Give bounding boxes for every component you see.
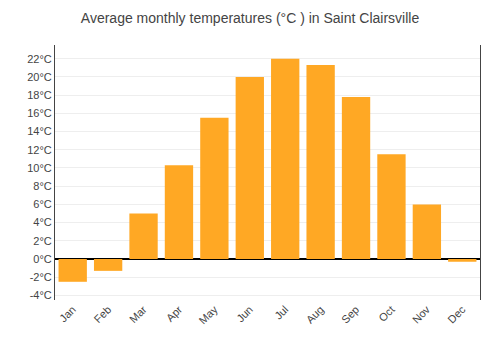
svg-text:Jan: Jan — [57, 303, 78, 324]
svg-text:May: May — [197, 303, 221, 327]
svg-text:Apr: Apr — [164, 303, 185, 324]
svg-text:Mar: Mar — [127, 303, 149, 325]
svg-text:Nov: Nov — [410, 303, 433, 326]
svg-text:Feb: Feb — [92, 303, 114, 325]
svg-text:Dec: Dec — [445, 303, 468, 326]
svg-text:4°C: 4°C — [33, 216, 52, 228]
svg-text:10°C: 10°C — [27, 162, 52, 174]
svg-text:20°C: 20°C — [27, 71, 52, 83]
svg-text:22°C: 22°C — [27, 53, 52, 65]
svg-text:Jul: Jul — [272, 303, 290, 321]
svg-text:8°C: 8°C — [33, 180, 52, 192]
svg-text:14°C: 14°C — [27, 125, 52, 137]
svg-text:Oct: Oct — [376, 303, 397, 324]
svg-text:Sep: Sep — [339, 303, 361, 325]
svg-text:6°C: 6°C — [33, 198, 52, 210]
svg-text:18°C: 18°C — [27, 89, 52, 101]
svg-text:Jun: Jun — [234, 303, 255, 324]
svg-text:Average monthly temperatures (: Average monthly temperatures (°C ) in Sa… — [81, 10, 420, 26]
svg-text:12°C: 12°C — [27, 144, 52, 156]
svg-text:-4°C: -4°C — [30, 289, 52, 301]
svg-text:0°C: 0°C — [33, 253, 52, 265]
svg-text:Aug: Aug — [304, 303, 326, 325]
svg-text:-2°C: -2°C — [30, 271, 52, 283]
svg-text:2°C: 2°C — [33, 235, 52, 247]
svg-text:16°C: 16°C — [27, 107, 52, 119]
